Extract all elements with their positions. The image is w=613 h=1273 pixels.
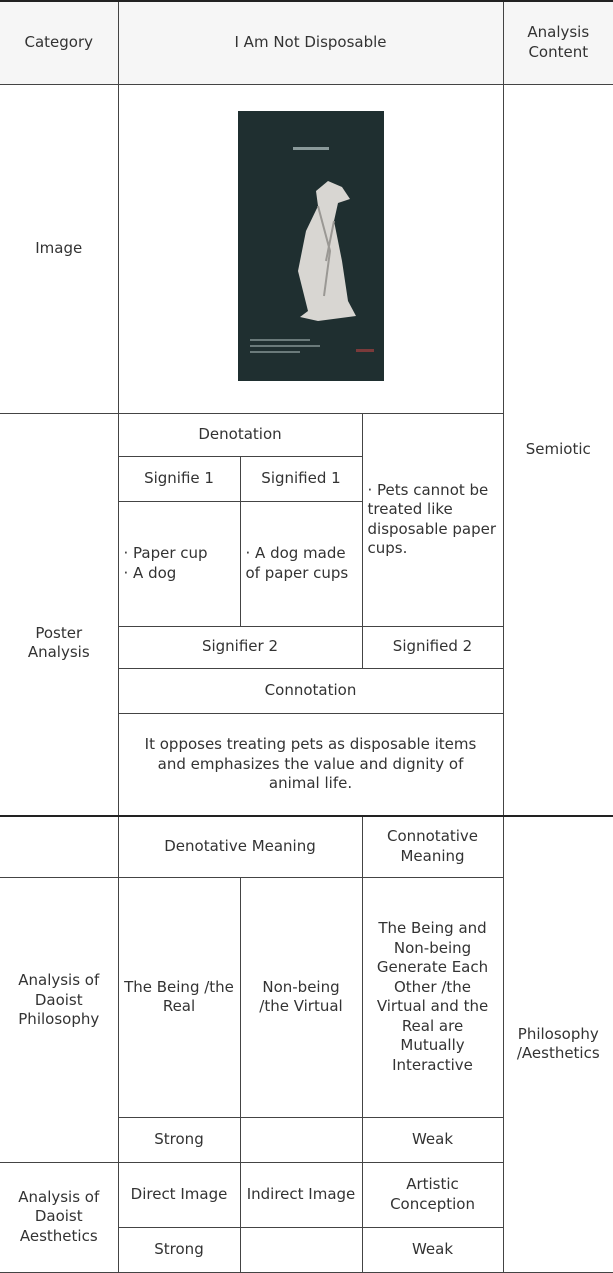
cell: Denotative Meaning xyxy=(117,815,363,878)
image-row: Image Semiotic xyxy=(0,83,613,817)
table-row: Signifie 1 Signified 1 xyxy=(0,455,613,502)
table-row: Poster Analysis Denotation · Pets cannot… xyxy=(0,412,613,817)
header-cell: Analysis Content xyxy=(502,0,613,85)
cell: Non-being /the Virtual xyxy=(239,876,363,1118)
cell: Signified 2 xyxy=(361,625,504,669)
cell: · Paper cup · A dog xyxy=(118,500,241,627)
cell: Connotation xyxy=(118,667,504,714)
cell: It opposes treating pets as disposable i… xyxy=(118,712,504,817)
cell: Direct Image xyxy=(117,1161,241,1228)
list-item: · A dog xyxy=(123,563,177,582)
analysis-content: Semiotic xyxy=(502,83,613,817)
table-row: Analysis of Daoist Aesthetics Direct Ima… xyxy=(0,1161,613,1273)
header-row: Category I Am Not Disposable Analysis Co… xyxy=(0,0,613,85)
row-label: Image xyxy=(0,83,119,414)
cell: Signifie 1 xyxy=(118,455,241,502)
row-label: Poster Analysis xyxy=(0,412,119,817)
row-label: Analysis of Daoist Philosophy xyxy=(0,876,119,1163)
cell: The Being /the Real xyxy=(117,876,241,1118)
table-row: Connotation xyxy=(0,667,613,714)
poster-image xyxy=(237,110,384,381)
cell: · Pets cannot be treated like disposable… xyxy=(361,412,504,627)
cell: Signified 1 xyxy=(239,455,363,502)
header-cell: Category xyxy=(0,0,119,85)
table-row: Denotative Meaning Connotative Meaning P… xyxy=(0,815,613,1273)
cell xyxy=(239,1116,363,1163)
table-row: It opposes treating pets as disposable i… xyxy=(0,712,613,817)
list-item: · Paper cup xyxy=(123,544,208,562)
cell: · A dog made of paper cups xyxy=(239,500,363,627)
cell: Strong xyxy=(118,1116,241,1163)
table-row: Signifier 2 Signified 2 xyxy=(0,625,613,669)
cell: Denotation xyxy=(117,412,363,457)
cell: Weak xyxy=(361,1226,504,1273)
row-label: Analysis of Daoist Aesthetics xyxy=(0,1161,119,1273)
cell: Connotative Meaning xyxy=(361,815,504,878)
cell: Strong xyxy=(118,1226,241,1273)
table-row: Analysis of Daoist Philosophy The Being … xyxy=(0,876,613,1163)
cell: Indirect Image xyxy=(239,1161,363,1228)
analysis-content: Philosophy /Aesthetics xyxy=(502,815,613,1273)
cell xyxy=(0,815,119,878)
cell: Weak xyxy=(361,1116,504,1163)
cell: The Being and Non-being Generate Each Ot… xyxy=(361,876,504,1118)
table-row: · Paper cup · A dog · A dog made of pape… xyxy=(0,500,613,627)
cell: Artistic Conception xyxy=(361,1161,504,1228)
poster-cell xyxy=(117,83,504,414)
cell xyxy=(239,1226,363,1273)
cell: Signifier 2 xyxy=(118,625,363,669)
header-cell: I Am Not Disposable xyxy=(117,0,504,85)
